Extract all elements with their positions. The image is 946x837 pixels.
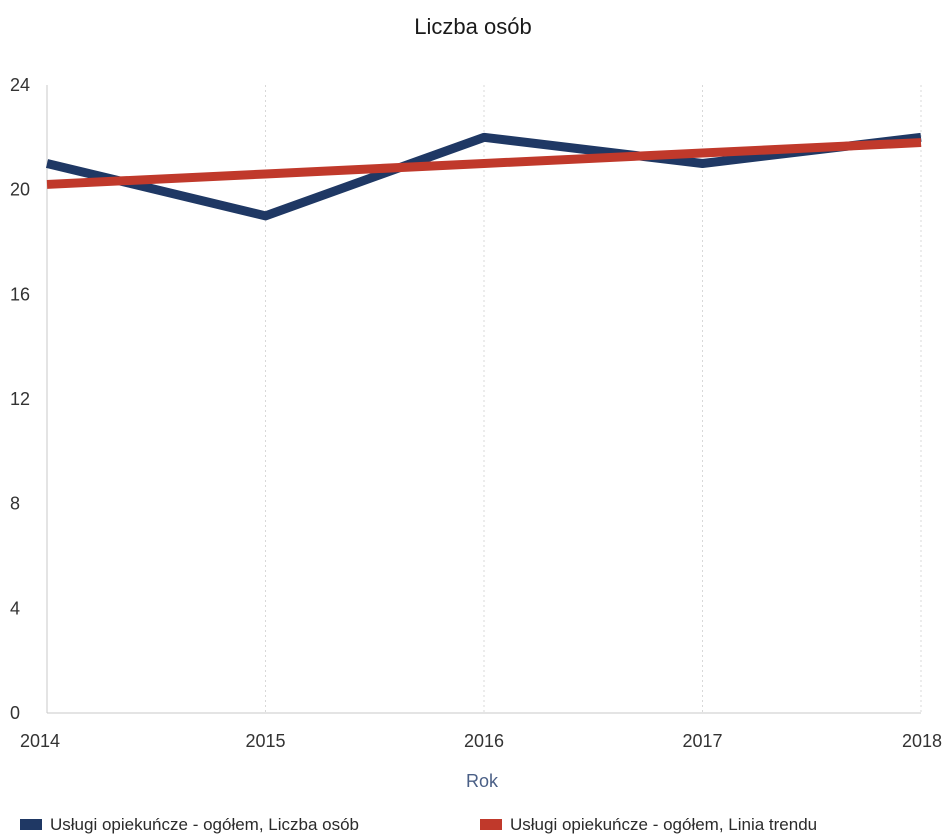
series bbox=[45, 132, 922, 221]
x-tick-label: 2016 bbox=[464, 731, 504, 751]
x-axis-label: Rok bbox=[466, 771, 499, 791]
y-tick-label: 12 bbox=[10, 389, 30, 409]
chart-title: Liczba osób bbox=[414, 14, 531, 39]
legend-swatch bbox=[20, 819, 42, 830]
legend-swatch bbox=[480, 819, 502, 830]
x-tick-label: 2018 bbox=[902, 731, 942, 751]
series-line-2 bbox=[46, 138, 922, 189]
y-tick-label: 8 bbox=[10, 494, 20, 514]
x-tick-label: 2014 bbox=[20, 731, 60, 751]
y-tick-label: 16 bbox=[10, 284, 30, 304]
legend-label: Usługi opiekuńcze - ogółem, Liczba osób bbox=[50, 815, 359, 834]
series-line-1 bbox=[45, 132, 922, 221]
x-axis-ticks: 2014 2015 2016 2017 2018 bbox=[20, 731, 942, 751]
grid bbox=[46, 85, 922, 714]
legend-label: Usługi opiekuńcze - ogółem, Linia trendu bbox=[510, 815, 817, 834]
y-axis-ticks: 0 4 8 12 16 20 24 bbox=[10, 75, 30, 723]
legend: Usługi opiekuńcze - ogółem, Liczba osób U… bbox=[20, 815, 817, 834]
y-tick-label: 20 bbox=[10, 180, 30, 200]
y-tick-label: 24 bbox=[10, 75, 30, 95]
x-tick-label: 2017 bbox=[682, 731, 722, 751]
x-tick-label: 2015 bbox=[245, 731, 285, 751]
y-tick-label: 4 bbox=[10, 598, 20, 618]
y-tick-label: 0 bbox=[10, 703, 20, 723]
